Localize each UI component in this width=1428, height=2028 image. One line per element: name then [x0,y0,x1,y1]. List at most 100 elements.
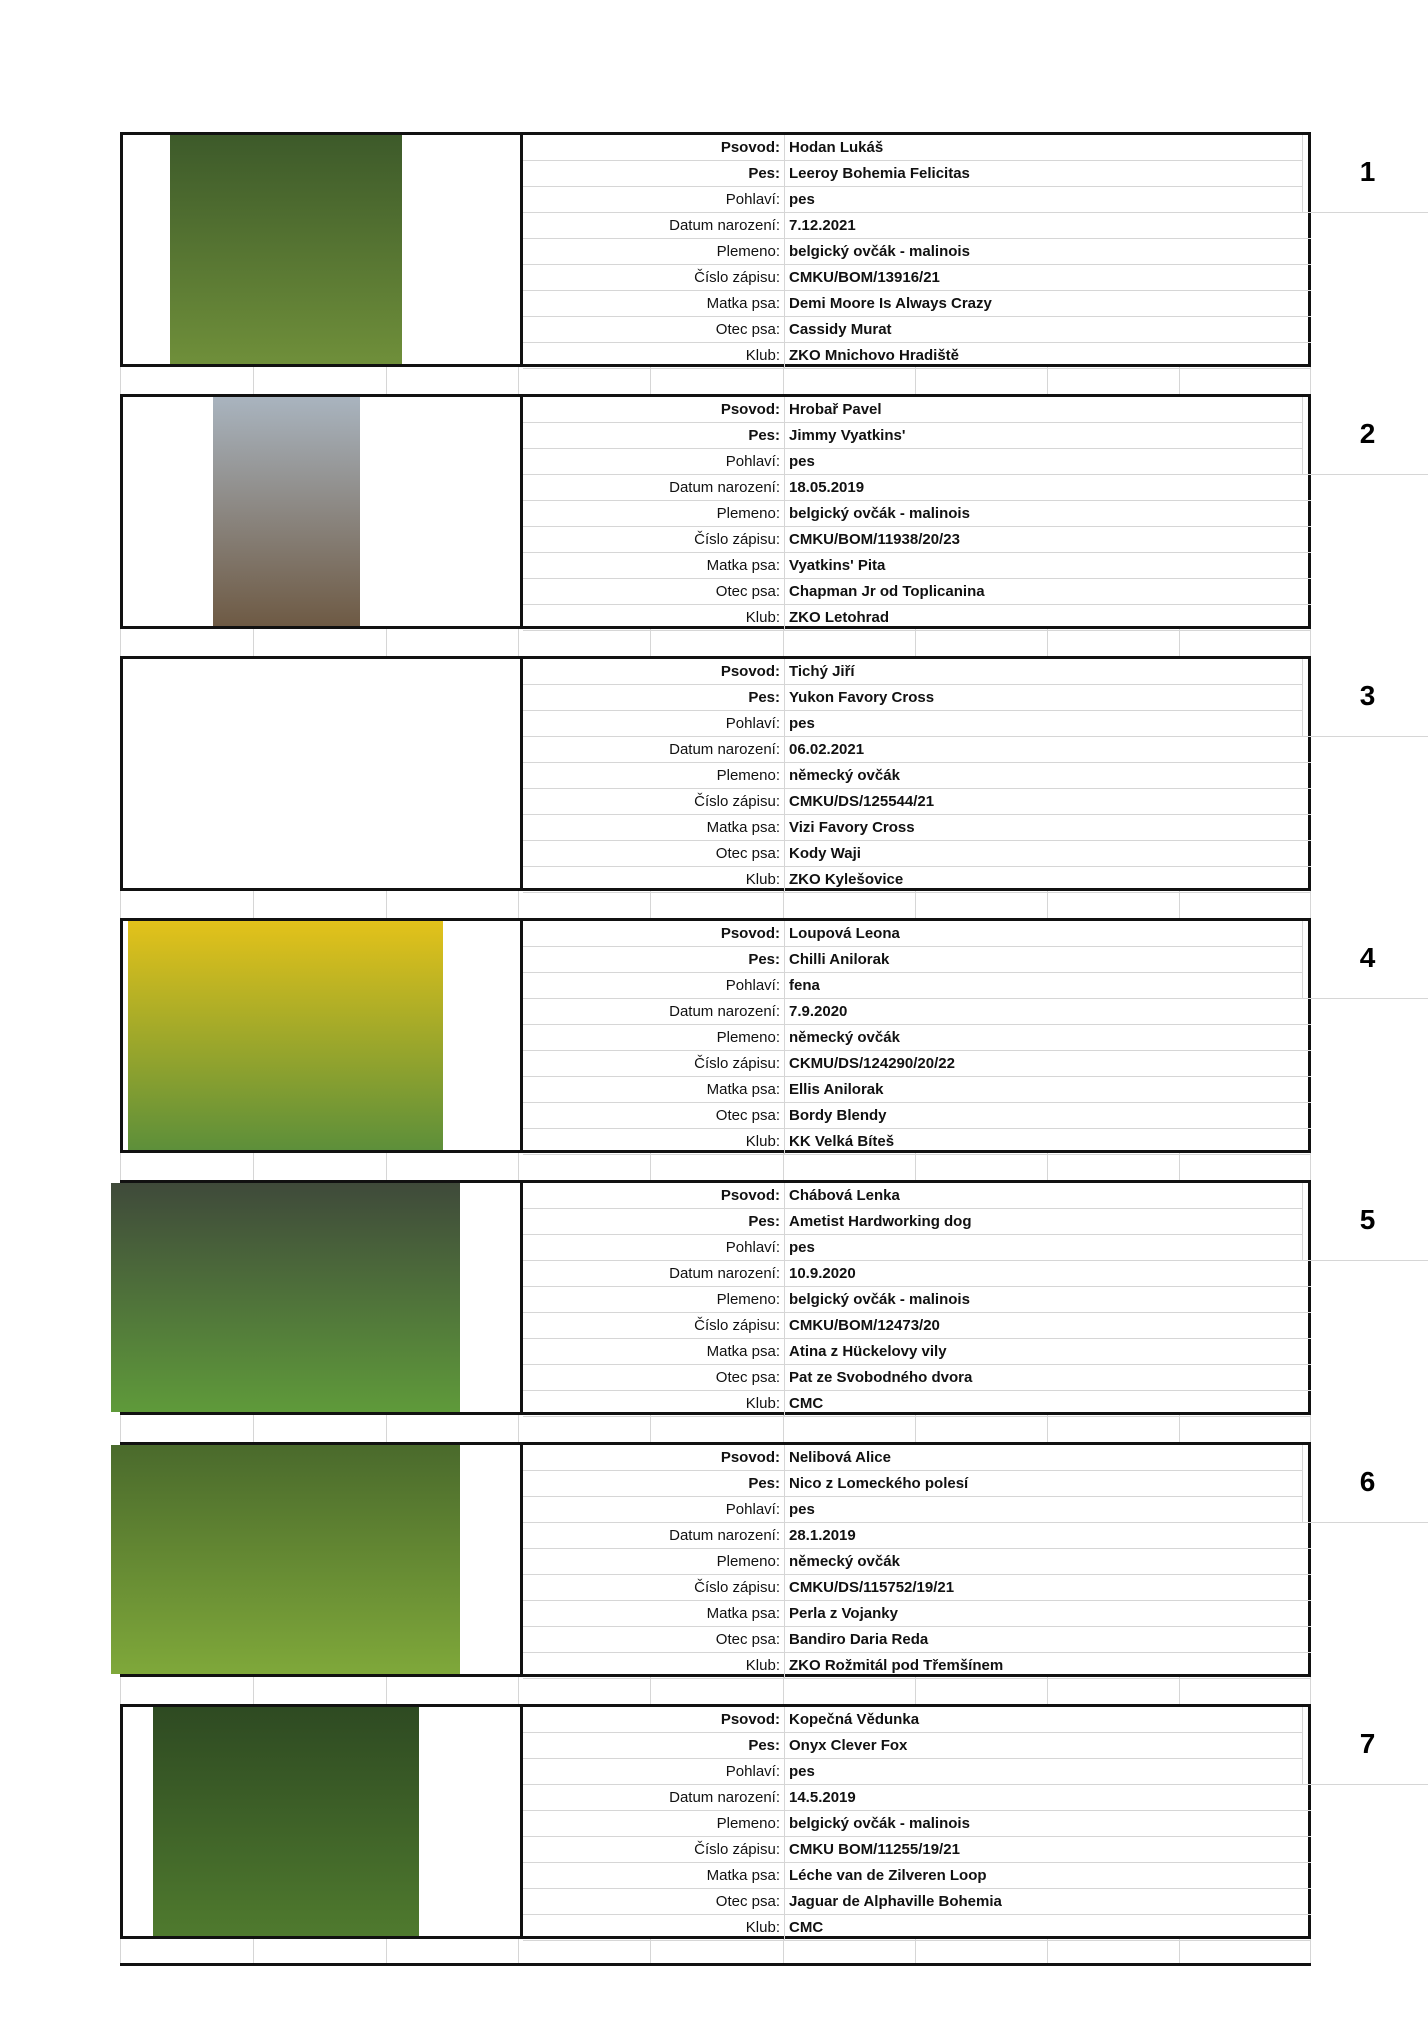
grid-line [1179,1153,1181,1180]
field-value: pes [789,1763,815,1780]
field-label: Číslo zápisu: [523,789,785,814]
field-label: Číslo zápisu: [523,1837,785,1862]
grid-line [253,1677,255,1704]
field-label: Pohlaví: [523,973,785,998]
field-value: CMC [789,1919,824,1936]
grid-line [385,1939,387,1966]
field-label: Pes: [523,1733,785,1758]
field-value: Chábová Lenka [789,1187,900,1204]
field-row-handler: Psovod: Loupová Leona [523,921,1302,947]
field-value: Perla z Vojanky [789,1605,898,1622]
field-value: CMC [789,1395,824,1412]
field-row-sex: Pohlaví: pes [523,187,1302,213]
grid-line [914,891,916,918]
field-value: 06.02.2021 [789,741,865,758]
field-label: Pohlaví: [523,1497,785,1522]
field-label: Matka psa: [523,553,785,578]
field-label: Číslo zápisu: [523,1575,785,1600]
field-value: Jaguar de Alphaville Bohemia [789,1893,1002,1910]
field-value: Kody Waji [789,845,861,862]
grid-line [782,367,784,394]
dog-photo [111,1183,460,1412]
field-label: Číslo zápisu: [523,527,785,552]
field-value: Vizi Favory Cross [789,819,915,836]
grid-line [650,629,652,656]
field-value: Yukon Favory Cross [789,689,935,706]
field-value: Hodan Lukáš [789,139,884,156]
field-label: Psovod: [523,1183,785,1208]
grid-line [914,367,916,394]
field-label: Matka psa: [523,1863,785,1888]
field-label: Matka psa: [523,1601,785,1626]
field-row-reg-no: Číslo zápisu: CMKU/BOM/13916/21 [523,265,1311,291]
field-row-club: Klub: ZKO Letohrad [523,605,1311,631]
dog-entry: Psovod: Nelibová Alice Pes: Nico z Lomeckéh… [111,1442,1428,1704]
field-value: ZKO Mnichovo Hradiště [789,347,960,364]
grid-line [517,1415,519,1442]
field-label: Datum narození: [523,475,785,500]
grid-line [782,1415,784,1442]
grid-line [650,1677,652,1704]
field-row-sire: Otec psa: Bandiro Daria Reda [523,1627,1311,1653]
field-row-club: Klub: ZKO Rožmitál pod Třemšínem [523,1653,1311,1679]
grid-line [1047,1415,1049,1442]
field-value: CMKU/BOM/12473/20 [789,1317,940,1334]
field-value: CMKU/DS/125544/21 [789,793,935,810]
grid-line [1047,367,1049,394]
field-value: Vyatkins' Pita [789,557,886,574]
field-value: pes [789,1239,815,1256]
grid-line [253,1153,255,1180]
grid-line [1179,1415,1181,1442]
field-row-sire: Otec psa: Chapman Jr od Toplicanina [523,579,1311,605]
field-row-club: Klub: CMC [523,1391,1311,1417]
field-label: Pes: [523,1209,785,1234]
field-row-dog: Pes: Leeroy Bohemia Felicitas [523,161,1302,187]
field-value: Leeroy Bohemia Felicitas [789,165,970,182]
field-row-dam: Matka psa: Perla z Vojanky [523,1601,1311,1627]
field-label: Matka psa: [523,815,785,840]
grid-line [914,1939,916,1966]
field-row-birth-date: Datum narození: 7.9.2020 [523,999,1311,1025]
field-row-birth-date: Datum narození: 28.1.2019 [523,1523,1311,1549]
field-row-dog: Pes: Yukon Favory Cross [523,685,1302,711]
field-label: Otec psa: [523,1103,785,1128]
field-row-breed: Plemeno: německý ovčák [523,1025,1311,1051]
field-label: Pohlaví: [523,1235,785,1260]
field-row-handler: Psovod: Hodan Lukáš [523,135,1302,161]
field-label: Otec psa: [523,841,785,866]
field-label: Plemeno: [523,501,785,526]
field-row-birth-date: Datum narození: 10.9.2020 [523,1261,1311,1287]
dog-entry: Psovod: Hrobař Pavel Pes: Jimmy Vyatkins' Po… [120,394,1428,656]
field-row-reg-no: Číslo zápisu: CMKU/DS/115752/19/21 [523,1575,1311,1601]
field-row-reg-no: Číslo zápisu: CMKU/BOM/12473/20 [523,1313,1311,1339]
field-label: Datum narození: [523,1261,785,1286]
field-value: Demi Moore Is Always Crazy [789,295,992,312]
dog-entry: Psovod: Loupová Leona Pes: Chilli Anilorak P… [120,918,1428,1180]
field-row-sex: Pohlaví: pes [523,1497,1302,1523]
entry-number: 2 [1302,397,1428,475]
photo-cell [111,1183,523,1412]
grid-line [1047,1677,1049,1704]
field-value: 7.12.2021 [789,217,856,234]
field-value: pes [789,453,815,470]
field-row-sire: Otec psa: Jaguar de Alphaville Bohemia [523,1889,1311,1915]
entry-frame: Psovod: Hrobař Pavel Pes: Jimmy Vyatkins' Po… [120,394,1428,631]
field-label: Pes: [523,161,785,186]
field-label: Pohlaví: [523,1759,785,1784]
field-label: Plemeno: [523,239,785,264]
field-label: Otec psa: [523,579,785,604]
field-label: Datum narození: [523,1785,785,1810]
field-row-club: Klub: ZKO Mnichovo Hradiště [523,343,1311,369]
field-value: CMKU/BOM/11938/20/23 [789,531,960,548]
field-value: Bandiro Daria Reda [789,1631,929,1648]
field-row-dog: Pes: Ametist Hardworking dog [523,1209,1302,1235]
field-value: 18.05.2019 [789,479,865,496]
grid-line [385,891,387,918]
field-row-reg-no: Číslo zápisu: CMKU/BOM/11938/20/23 [523,527,1311,553]
field-value: CMKU/BOM/13916/21 [789,269,940,286]
field-value: Atina z Hückelovy vily [789,1343,947,1360]
field-label: Pes: [523,685,785,710]
grid-line [517,1153,519,1180]
field-value: německý ovčák [789,767,900,784]
field-label: Otec psa: [523,317,785,342]
